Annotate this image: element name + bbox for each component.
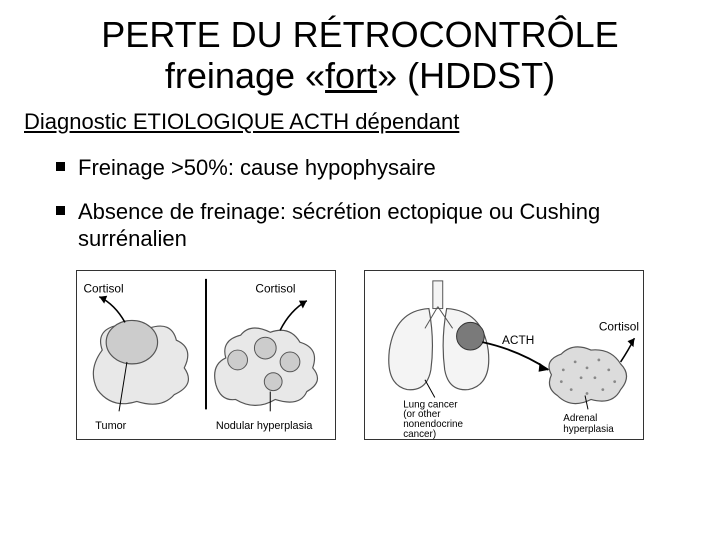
figure-row: Cortisol Tumor Cortisol Nodular hyperpla… — [20, 270, 700, 440]
title-line2-mid: fort — [325, 55, 377, 96]
title-line1: PERTE DU RÉTROCONTRÔLE — [101, 14, 618, 55]
label-cortisol-right: Cortisol — [255, 282, 295, 296]
label-acth: ACTH — [502, 333, 534, 347]
adrenal-gland — [549, 347, 627, 404]
arrowhead-acth — [539, 363, 549, 372]
nodule — [280, 352, 300, 372]
bullet-text: Freinage >50%: cause hypophysaire — [78, 155, 436, 180]
trachea — [433, 281, 443, 309]
label-tumor: Tumor — [95, 420, 126, 432]
lung-tumor — [457, 322, 485, 350]
nodule — [228, 350, 248, 370]
left-lung — [389, 309, 433, 390]
bullet-item: Absence de freinage: sécrétion ectopique… — [56, 199, 700, 252]
subtitle: Diagnostic ETIOLOGIQUE ACTH dépendant — [24, 109, 700, 135]
figure-ectopic-svg: ACTH Cortisol Lung cancer (or other — [365, 271, 643, 439]
slide: PERTE DU RÉTROCONTRÔLE freinage «fort» (… — [0, 0, 720, 540]
tumor-nodule — [106, 320, 157, 363]
title-line2-post: » (HDDST) — [377, 55, 555, 96]
label-cortisol-left: Cortisol — [83, 282, 123, 296]
nodule — [264, 373, 282, 391]
figure-ectopic: ACTH Cortisol Lung cancer (or other — [364, 270, 644, 440]
caption-adrenal-2: hyperplasia — [563, 424, 614, 435]
figure-adrenal-svg: Cortisol Tumor Cortisol Nodular hyperpla… — [77, 271, 335, 439]
bullet-item: Freinage >50%: cause hypophysaire — [56, 155, 700, 181]
slide-title: PERTE DU RÉTROCONTRÔLE freinage «fort» (… — [20, 14, 700, 97]
bullet-text: Absence de freinage: sécrétion ectopique… — [78, 199, 600, 250]
figure-adrenal: Cortisol Tumor Cortisol Nodular hyperpla… — [76, 270, 336, 440]
arrowhead-cortisol-left — [99, 296, 107, 304]
lung-pointer — [425, 380, 435, 398]
bullet-list: Freinage >50%: cause hypophysaire Absenc… — [20, 155, 700, 252]
caption-lung-4: cancer) — [403, 429, 436, 439]
label-nodular: Nodular hyperplasia — [216, 420, 314, 432]
title-line2-pre: freinage « — [165, 55, 325, 96]
nodule — [254, 337, 276, 359]
label-cortisol: Cortisol — [599, 319, 639, 333]
caption-adrenal-1: Adrenal — [563, 413, 597, 424]
